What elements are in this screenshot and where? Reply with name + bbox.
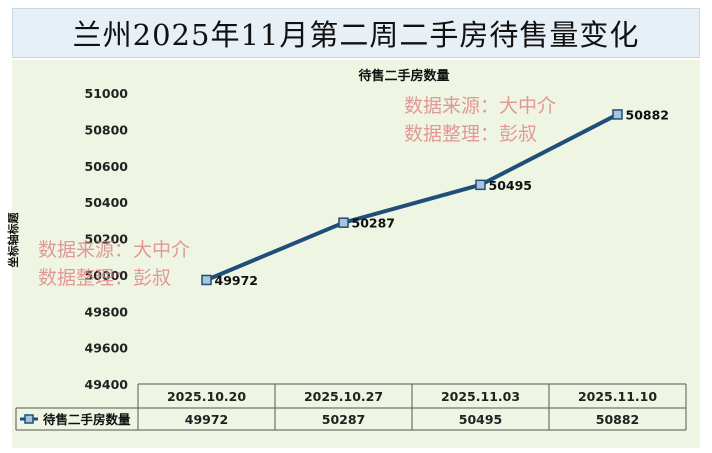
y-tick-label: 50200 [85, 232, 129, 247]
watermark-line-1: 数据来源：大中介 [404, 95, 557, 117]
y-tick-label: 50400 [85, 195, 129, 210]
title-bar: 兰州2025年11月第二周二手房待售量变化 [12, 8, 700, 58]
data-point [475, 179, 486, 191]
chart-title: 待售二手房数量 [357, 68, 449, 84]
y-tick-label: 51000 [85, 86, 129, 101]
y-tick-label: 49800 [85, 304, 129, 319]
data-label: 49972 [215, 273, 259, 288]
series-line [205, 112, 619, 282]
watermark-line-1: 数据来源：大中介 [38, 239, 191, 261]
table-value-cell: 50495 [459, 412, 503, 427]
y-tick-label: 50800 [85, 122, 129, 137]
x-category-label: 2025.10.27 [304, 389, 383, 404]
data-point [201, 274, 212, 286]
x-category-label: 2025.10.20 [167, 389, 246, 404]
data-label: 50495 [489, 178, 533, 193]
watermark-top-right: 数据来源：大中介 数据整理：彭叔 [404, 92, 556, 148]
table-value-cell: 50882 [596, 412, 640, 427]
table-value-cell: 50287 [322, 412, 366, 427]
y-tick-label: 49400 [85, 377, 129, 392]
y-axis-label: 坐标轴标题 [6, 212, 20, 268]
x-category-label: 2025.11.10 [578, 389, 657, 404]
data-point [338, 217, 349, 228]
page-title: 兰州2025年11月第二周二手房待售量变化 [72, 18, 640, 52]
legend-marker [24, 414, 34, 424]
y-tick-label: 50600 [85, 159, 129, 174]
data-label: 50882 [626, 107, 670, 122]
y-tick-label: 50000 [85, 268, 129, 283]
data-point [612, 109, 623, 120]
y-tick-label: 49600 [85, 341, 129, 356]
watermark-line-2: 数据整理：彭叔 [38, 267, 172, 289]
legend-label: 待售二手房数量 [43, 412, 131, 427]
x-category-label: 2025.11.03 [441, 389, 520, 404]
data-label: 50287 [352, 216, 396, 231]
chart-area [12, 60, 700, 448]
watermark-line-2: 数据整理：彭叔 [404, 123, 538, 145]
watermark-left: 数据来源：大中介 数据整理：彭叔 [38, 236, 190, 292]
table-value-cell: 49972 [185, 412, 229, 427]
